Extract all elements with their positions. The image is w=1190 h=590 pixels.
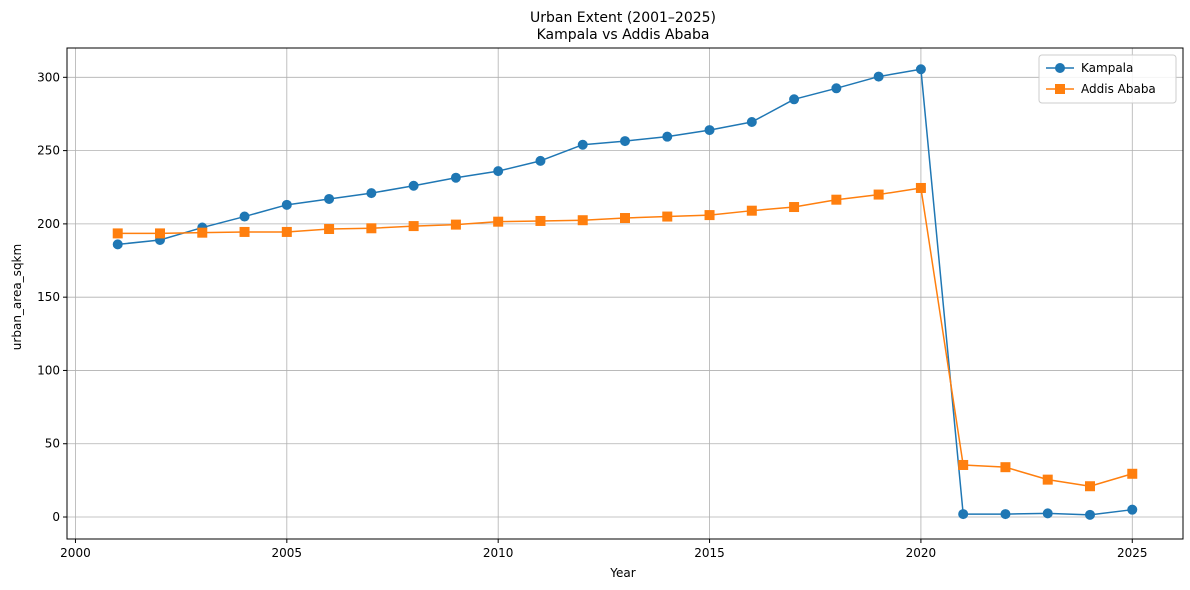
x-tick-label: 2025	[1117, 546, 1148, 560]
data-point-addis-ababa	[112, 228, 123, 239]
y-tick-label: 250	[37, 144, 60, 158]
data-point-addis-ababa	[577, 215, 588, 226]
data-point-kampala	[1000, 509, 1011, 520]
data-point-kampala	[577, 139, 588, 150]
y-tick-label: 150	[37, 290, 60, 304]
data-point-kampala	[1042, 508, 1053, 519]
data-point-addis-ababa	[1042, 474, 1053, 485]
data-point-addis-ababa	[746, 205, 757, 216]
chart-subtitle: Kampala vs Addis Ababa	[537, 27, 710, 43]
data-point-kampala	[450, 172, 461, 183]
y-axis-label: urban_area_sqkm	[10, 244, 24, 350]
data-point-kampala	[281, 199, 292, 210]
legend-label-addis-ababa: Addis Ababa	[1081, 82, 1156, 96]
data-point-addis-ababa	[239, 226, 250, 237]
series-addis-ababa	[112, 182, 1138, 492]
data-point-kampala	[1127, 504, 1138, 515]
data-point-addis-ababa	[704, 210, 715, 221]
data-point-kampala	[789, 94, 800, 105]
data-point-kampala	[366, 188, 377, 199]
y-tick-label: 200	[37, 217, 60, 231]
series-layer	[112, 64, 1138, 520]
legend-marker-kampala	[1055, 63, 1065, 73]
y-tick-label: 0	[52, 510, 60, 524]
data-point-kampala	[620, 136, 630, 147]
data-point-kampala	[535, 155, 546, 166]
data-point-addis-ababa	[281, 226, 292, 237]
data-point-kampala	[1085, 509, 1095, 520]
data-point-addis-ababa	[1085, 481, 1095, 492]
data-point-kampala	[662, 131, 673, 142]
data-point-kampala	[915, 64, 926, 75]
data-point-kampala	[958, 509, 969, 520]
data-point-addis-ababa	[1127, 468, 1138, 479]
data-point-kampala	[493, 166, 504, 177]
axis-ticks: 2000 2005 2010 2015 2020 2025 0 50 100 150 200 250 3…	[37, 70, 1147, 560]
data-point-addis-ababa	[450, 219, 461, 230]
data-point-kampala	[324, 193, 335, 204]
series-kampala	[112, 64, 1138, 520]
legend-entry-addis-ababa: Addis Ababa	[1046, 82, 1156, 96]
y-tick-label: 100	[37, 363, 60, 377]
data-point-addis-ababa	[873, 189, 884, 200]
data-point-kampala	[408, 180, 419, 191]
legend-marker-addis-ababa	[1055, 84, 1065, 94]
plot-frame	[66, 47, 1184, 540]
data-point-addis-ababa	[831, 194, 842, 205]
data-point-kampala	[831, 83, 842, 94]
data-point-kampala	[746, 117, 757, 128]
x-tick-label: 2010	[483, 546, 514, 560]
data-point-addis-ababa	[408, 221, 419, 232]
x-axis-label: Year	[609, 566, 635, 580]
data-point-addis-ababa	[620, 213, 630, 224]
data-point-addis-ababa	[789, 202, 800, 213]
series-line-addis-ababa	[117, 187, 1133, 487]
x-tick-label: 2015	[694, 546, 725, 560]
data-point-addis-ababa	[324, 224, 335, 235]
chart-title: Urban Extent (2001–2025)	[530, 10, 716, 26]
grid	[67, 48, 1183, 539]
data-point-kampala	[112, 239, 123, 250]
x-tick-label: 2020	[906, 546, 937, 560]
data-point-kampala	[873, 71, 884, 82]
data-point-addis-ababa	[155, 228, 165, 239]
legend-entry-kampala: Kampala	[1046, 61, 1133, 75]
legend-box	[1038, 54, 1177, 104]
legend-label-kampala: Kampala	[1081, 61, 1133, 75]
data-point-addis-ababa	[493, 216, 504, 227]
data-point-addis-ababa	[1000, 462, 1011, 473]
data-point-addis-ababa	[197, 227, 208, 238]
legend: Kampala Addis Ababa	[1038, 54, 1177, 104]
data-point-kampala	[704, 125, 715, 136]
data-point-kampala	[239, 211, 250, 222]
data-point-addis-ababa	[662, 211, 673, 222]
data-point-addis-ababa	[535, 215, 546, 226]
y-tick-label: 50	[45, 437, 60, 451]
data-point-addis-ababa	[915, 182, 926, 193]
y-tick-label: 300	[37, 70, 60, 84]
x-tick-label: 2000	[60, 546, 91, 560]
data-point-addis-ababa	[366, 223, 377, 234]
x-tick-label: 2005	[272, 546, 303, 560]
data-point-addis-ababa	[958, 459, 969, 470]
